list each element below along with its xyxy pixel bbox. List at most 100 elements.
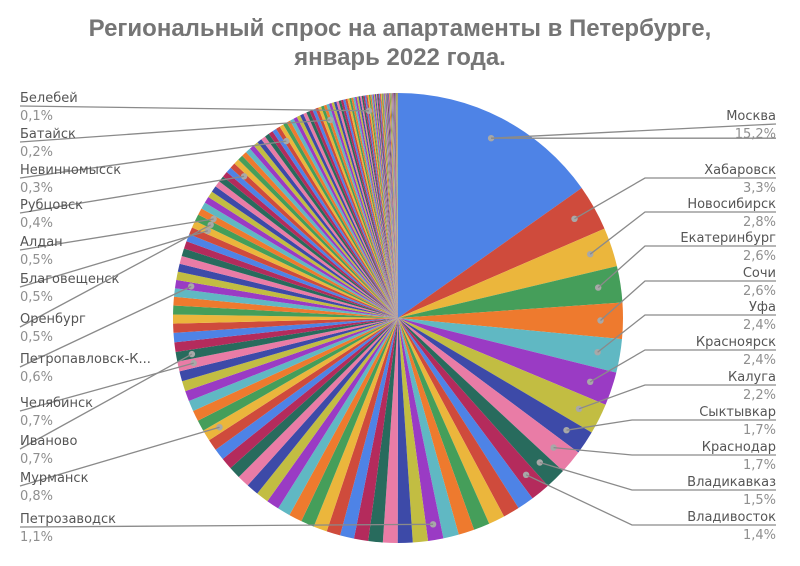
pie-slice[interactable] (215, 318, 398, 460)
pie-slice[interactable] (389, 93, 398, 318)
pie-slice[interactable] (358, 96, 398, 318)
pie-slice[interactable] (173, 318, 399, 343)
pie-slice[interactable] (189, 227, 398, 318)
pie-slice[interactable] (363, 95, 398, 318)
pie-slice[interactable] (173, 314, 398, 324)
pie-slice[interactable] (390, 93, 398, 318)
pie-slice[interactable] (309, 109, 398, 319)
pie-slice[interactable] (265, 133, 398, 318)
pie-slice[interactable] (300, 113, 398, 318)
pie-slice[interactable] (313, 318, 398, 532)
pie-slice[interactable] (396, 93, 398, 318)
pie-slice[interactable] (345, 98, 398, 318)
pie-slice[interactable] (230, 163, 398, 318)
pie-slice[interactable] (289, 318, 398, 522)
pie-slice[interactable] (215, 181, 399, 318)
pie-slice[interactable] (343, 99, 398, 319)
pie-slice[interactable] (340, 318, 398, 539)
pie-slice[interactable] (384, 93, 398, 318)
pie-slice[interactable] (272, 128, 398, 318)
pie-slice[interactable] (398, 318, 444, 541)
pie-slice[interactable] (396, 92, 398, 318)
pie-slice[interactable] (368, 318, 398, 543)
pie-slice[interactable] (246, 148, 398, 318)
pie-slice[interactable] (392, 93, 398, 318)
pie-slice[interactable] (197, 318, 398, 431)
pie-slice[interactable] (349, 97, 398, 318)
pie-slice[interactable] (394, 93, 398, 319)
pie-slice[interactable] (387, 93, 398, 319)
pie-slice[interactable] (398, 318, 490, 530)
pie-slice[interactable] (338, 100, 398, 318)
pie-slice[interactable] (398, 302, 623, 340)
pie-slice[interactable] (249, 145, 398, 318)
pie-slice[interactable] (398, 318, 548, 499)
pie-slice[interactable] (185, 318, 398, 402)
pie-slice[interactable] (230, 318, 398, 477)
pie-slice[interactable] (198, 208, 398, 318)
pie-slice[interactable] (368, 94, 398, 318)
pie-slice[interactable] (371, 94, 398, 318)
pie-slice[interactable] (234, 159, 398, 318)
pie-slice[interactable] (398, 318, 533, 508)
pie-slice[interactable] (383, 93, 398, 319)
pie-slice[interactable] (393, 93, 398, 318)
pie-slice[interactable] (398, 318, 475, 535)
pie-slice[interactable] (397, 92, 398, 318)
pie-slice[interactable] (174, 279, 398, 318)
pie-slice[interactable] (351, 97, 398, 319)
pie-slice[interactable] (353, 318, 398, 542)
pie-slice[interactable] (340, 99, 398, 318)
pie-slice[interactable] (395, 93, 398, 319)
pie-slice[interactable] (321, 105, 398, 318)
pie-slice[interactable] (193, 318, 398, 421)
pie-slice[interactable] (203, 318, 398, 441)
pie-slice[interactable] (278, 318, 398, 516)
pie-slice[interactable] (238, 155, 398, 318)
pie-slice[interactable] (296, 115, 398, 318)
pie-slice[interactable] (293, 117, 398, 319)
pie-slice[interactable] (382, 93, 398, 318)
pie-slice[interactable] (276, 126, 398, 318)
pie-slice[interactable] (398, 228, 617, 318)
pie-slice[interactable] (353, 97, 398, 318)
pie-slice[interactable] (366, 95, 398, 318)
pie-slice[interactable] (398, 318, 429, 543)
pie-slice[interactable] (181, 248, 398, 318)
pie-slice[interactable] (290, 118, 398, 318)
pie-slice[interactable] (253, 142, 398, 318)
pie-slice[interactable] (386, 93, 398, 319)
pie-slice[interactable] (177, 263, 398, 318)
pie-slice[interactable] (394, 93, 398, 318)
pie-slice[interactable] (179, 318, 398, 382)
pie-slice[interactable] (173, 305, 398, 318)
pie-slice[interactable] (318, 106, 398, 318)
pie-slice[interactable] (372, 94, 398, 318)
pie-slice[interactable] (354, 96, 398, 318)
pie-slice[interactable] (389, 93, 398, 318)
pie-slice[interactable] (390, 93, 398, 319)
pie-slice[interactable] (209, 318, 398, 450)
pie-slice[interactable] (283, 122, 398, 318)
pie-slice[interactable] (364, 95, 398, 319)
pie-slice[interactable] (374, 94, 398, 318)
pie-slice[interactable] (326, 318, 398, 536)
pie-slice[interactable] (398, 93, 582, 318)
pie-slice[interactable] (387, 93, 398, 318)
pie-slice[interactable] (257, 318, 398, 502)
pie-slice[interactable] (375, 93, 398, 318)
pie-slice[interactable] (175, 318, 398, 362)
pie-slice[interactable] (286, 120, 398, 318)
pie-slice[interactable] (398, 318, 519, 517)
pie-slice[interactable] (323, 104, 398, 318)
pie-slice[interactable] (398, 318, 622, 373)
pie-slice[interactable] (222, 318, 398, 469)
pie-slice[interactable] (173, 318, 398, 333)
pie-slice[interactable] (303, 112, 398, 319)
pie-slice[interactable] (384, 93, 398, 318)
pie-slice[interactable] (261, 136, 398, 318)
pie-slice[interactable] (268, 131, 398, 318)
pie-slice[interactable] (380, 93, 398, 318)
pie-slice[interactable] (395, 93, 398, 318)
pie-slice[interactable] (398, 318, 579, 471)
